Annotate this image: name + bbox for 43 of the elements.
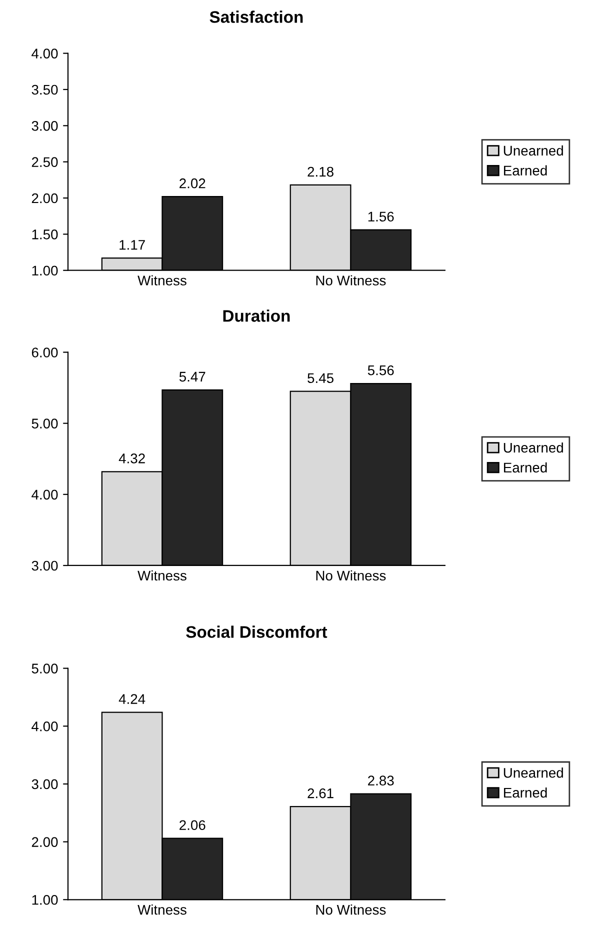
y-tick-label: 1.00 — [32, 894, 58, 905]
data-label: 5.45 — [308, 373, 334, 384]
y-tick-label: 5.00 — [32, 418, 58, 428]
data-label: 5.47 — [179, 372, 206, 382]
y-tick-label: 1.50 — [32, 230, 58, 240]
legend-label: Earned — [504, 462, 547, 473]
legend-label: Earned — [504, 165, 547, 176]
y-tick-label: 4.00 — [32, 48, 58, 58]
y-tick-label: 4.00 — [32, 721, 58, 732]
data-label: 2.06 — [180, 820, 206, 830]
data-label: 4.32 — [118, 454, 145, 464]
legend-label: Earned — [504, 787, 547, 798]
y-tick-label: 1.00 — [32, 266, 58, 276]
y-tick-label: 3.00 — [32, 779, 58, 790]
x-tick-label: Witness — [138, 904, 186, 915]
data-label: 2.02 — [180, 178, 206, 188]
y-tick-label: 2.50 — [32, 157, 58, 168]
chart-title: Duration — [223, 310, 290, 322]
chart-title: Satisfaction — [210, 10, 303, 23]
data-label: 2.61 — [308, 788, 334, 798]
x-tick-label: Witness — [138, 275, 186, 286]
x-tick-label: Witness — [138, 570, 186, 581]
data-label: 4.24 — [118, 694, 146, 704]
y-tick-label: 6.00 — [32, 348, 58, 358]
x-tick-label: No Witness — [316, 904, 386, 915]
y-tick-label: 2.00 — [32, 193, 58, 204]
legend-label: Unearned — [504, 442, 563, 453]
x-tick-label: No Witness — [316, 570, 386, 581]
chart-title: Social Discomfort — [186, 626, 328, 638]
data-label: 1.17 — [120, 240, 145, 250]
y-tick-label: 4.00 — [32, 490, 58, 500]
data-label: 2.18 — [308, 166, 334, 177]
data-label: 2.83 — [368, 776, 394, 786]
legend-label: Unearned — [504, 145, 563, 156]
x-tick-label: No Witness — [316, 275, 386, 286]
y-tick-label: 3.00 — [32, 121, 58, 131]
y-tick-label: 2.00 — [32, 837, 58, 847]
legend-label: Unearned — [504, 768, 563, 778]
y-tick-label: 5.00 — [32, 664, 58, 674]
data-label: 5.56 — [368, 365, 394, 376]
y-tick-label: 3.00 — [32, 560, 58, 571]
data-label: 1.56 — [368, 212, 394, 222]
y-tick-label: 3.50 — [32, 84, 58, 95]
